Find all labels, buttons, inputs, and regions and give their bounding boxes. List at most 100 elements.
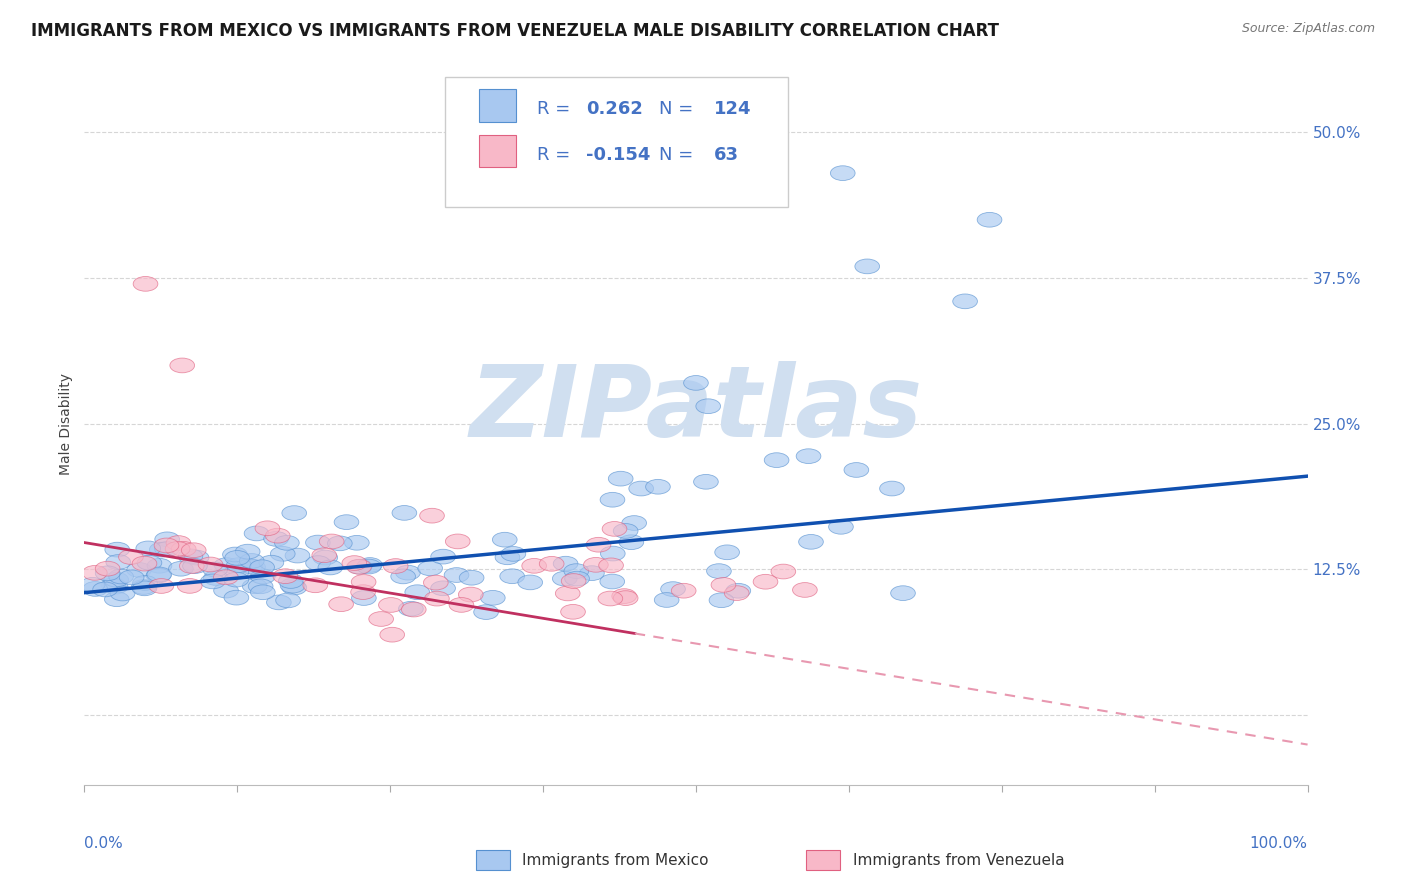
- Ellipse shape: [352, 574, 375, 590]
- Ellipse shape: [118, 549, 143, 565]
- Ellipse shape: [555, 586, 581, 601]
- Ellipse shape: [104, 592, 129, 607]
- Ellipse shape: [254, 521, 280, 535]
- Ellipse shape: [661, 582, 685, 597]
- Ellipse shape: [214, 558, 239, 573]
- Text: N =: N =: [659, 101, 693, 119]
- Text: 63: 63: [714, 146, 740, 164]
- Ellipse shape: [318, 560, 343, 574]
- Ellipse shape: [225, 550, 249, 566]
- Ellipse shape: [169, 561, 193, 576]
- Text: 0.0%: 0.0%: [84, 836, 124, 851]
- Ellipse shape: [598, 591, 623, 606]
- Ellipse shape: [314, 550, 337, 565]
- Ellipse shape: [312, 548, 336, 563]
- Ellipse shape: [224, 573, 249, 587]
- Ellipse shape: [553, 557, 578, 571]
- Ellipse shape: [609, 471, 633, 486]
- Ellipse shape: [564, 564, 589, 578]
- Ellipse shape: [565, 571, 589, 586]
- Ellipse shape: [80, 577, 105, 592]
- Ellipse shape: [319, 534, 344, 549]
- Ellipse shape: [131, 580, 156, 594]
- Ellipse shape: [283, 580, 307, 595]
- Ellipse shape: [831, 166, 855, 180]
- Ellipse shape: [619, 535, 644, 549]
- Ellipse shape: [683, 376, 709, 391]
- Ellipse shape: [250, 560, 274, 574]
- Ellipse shape: [155, 541, 180, 557]
- Ellipse shape: [357, 559, 381, 574]
- Ellipse shape: [402, 602, 426, 617]
- Ellipse shape: [281, 506, 307, 520]
- Ellipse shape: [149, 579, 174, 593]
- Ellipse shape: [180, 558, 204, 574]
- Ellipse shape: [134, 277, 157, 291]
- Ellipse shape: [222, 547, 247, 562]
- Ellipse shape: [347, 559, 373, 574]
- Ellipse shape: [449, 598, 474, 612]
- Ellipse shape: [754, 574, 778, 589]
- Ellipse shape: [347, 559, 371, 574]
- Ellipse shape: [93, 582, 118, 597]
- Ellipse shape: [612, 589, 637, 604]
- Ellipse shape: [198, 558, 224, 572]
- Ellipse shape: [250, 569, 276, 584]
- Ellipse shape: [796, 449, 821, 464]
- Ellipse shape: [285, 549, 309, 563]
- FancyBboxPatch shape: [806, 850, 841, 871]
- Ellipse shape: [600, 574, 624, 589]
- Ellipse shape: [444, 567, 468, 582]
- Ellipse shape: [553, 571, 576, 586]
- Ellipse shape: [446, 534, 470, 549]
- Ellipse shape: [844, 463, 869, 477]
- Text: Source: ZipAtlas.com: Source: ZipAtlas.com: [1241, 22, 1375, 36]
- Ellipse shape: [170, 358, 194, 373]
- Ellipse shape: [495, 550, 520, 565]
- Ellipse shape: [224, 591, 249, 605]
- Ellipse shape: [492, 533, 517, 547]
- Ellipse shape: [977, 212, 1002, 227]
- Ellipse shape: [600, 492, 624, 508]
- Ellipse shape: [828, 519, 853, 534]
- Text: ZIPatlas: ZIPatlas: [470, 360, 922, 458]
- Ellipse shape: [267, 595, 291, 610]
- Ellipse shape: [166, 541, 190, 557]
- Ellipse shape: [148, 558, 172, 574]
- Ellipse shape: [305, 556, 330, 571]
- Ellipse shape: [177, 579, 202, 593]
- Ellipse shape: [425, 591, 450, 606]
- FancyBboxPatch shape: [479, 135, 516, 167]
- Ellipse shape: [110, 586, 135, 601]
- Ellipse shape: [235, 544, 260, 559]
- Ellipse shape: [579, 566, 605, 581]
- FancyBboxPatch shape: [479, 89, 516, 121]
- Text: Immigrants from Mexico: Immigrants from Mexico: [522, 853, 709, 868]
- Text: 100.0%: 100.0%: [1250, 836, 1308, 851]
- Ellipse shape: [276, 593, 301, 607]
- Ellipse shape: [155, 538, 179, 553]
- Ellipse shape: [561, 574, 586, 589]
- Ellipse shape: [522, 558, 547, 574]
- Ellipse shape: [352, 591, 377, 606]
- Ellipse shape: [146, 568, 172, 582]
- Text: Immigrants from Venezuela: Immigrants from Venezuela: [852, 853, 1064, 868]
- Ellipse shape: [342, 556, 367, 570]
- Ellipse shape: [890, 586, 915, 600]
- Ellipse shape: [378, 598, 404, 612]
- Ellipse shape: [481, 591, 505, 605]
- Ellipse shape: [725, 583, 751, 599]
- Ellipse shape: [654, 592, 679, 607]
- Ellipse shape: [602, 522, 627, 536]
- Ellipse shape: [395, 566, 420, 580]
- Ellipse shape: [405, 585, 430, 599]
- Ellipse shape: [155, 532, 180, 547]
- Ellipse shape: [204, 571, 228, 585]
- Text: N =: N =: [659, 146, 693, 164]
- Ellipse shape: [103, 579, 128, 594]
- Ellipse shape: [280, 578, 305, 593]
- Ellipse shape: [418, 561, 443, 575]
- Ellipse shape: [344, 535, 370, 550]
- Ellipse shape: [628, 481, 654, 496]
- Ellipse shape: [953, 294, 977, 309]
